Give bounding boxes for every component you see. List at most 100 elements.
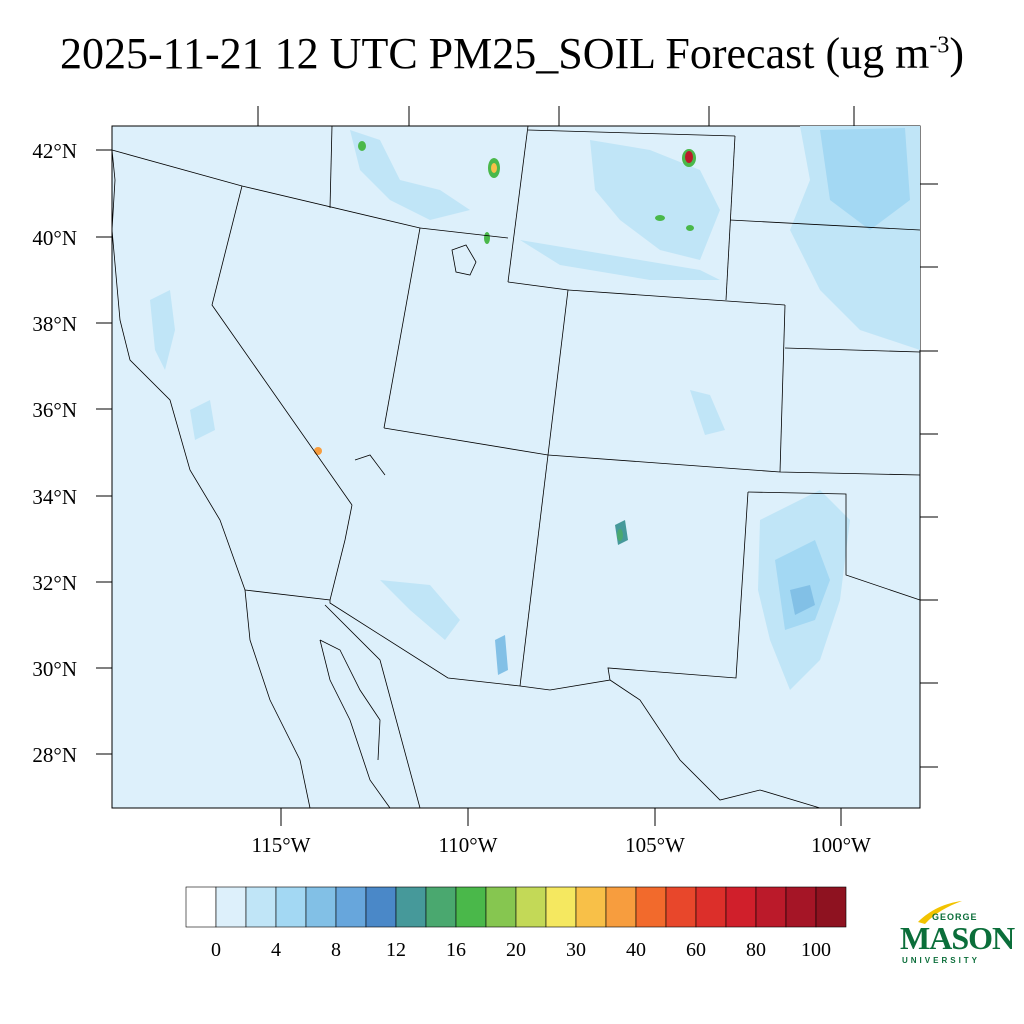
colorbar-swatch <box>245 886 277 928</box>
lon-ticks-bottom <box>280 808 842 826</box>
colorbar-swatch <box>725 886 757 928</box>
boundaries <box>111 125 921 809</box>
lon-label-100: 100°W <box>811 833 871 857</box>
hotspot-id-core <box>491 163 497 173</box>
lat-label-36: 36°N <box>32 398 77 422</box>
colorbar <box>185 886 847 928</box>
colorbar-swatch <box>605 886 637 928</box>
hotspot-wy-3 <box>686 225 694 231</box>
co-border-north <box>567 289 786 306</box>
lat-label-32: 32°N <box>32 571 77 595</box>
id-border <box>329 125 333 209</box>
map-panel <box>111 125 921 809</box>
great-salt-lake <box>451 244 477 276</box>
hotspot-nm <box>617 529 623 541</box>
colorbar-swatch <box>275 886 307 928</box>
lat-label-34: 34°N <box>32 485 77 509</box>
colorbar-swatch <box>425 886 457 928</box>
lat-label-30: 30°N <box>32 657 77 681</box>
lat-label-42: 42°N <box>32 139 77 163</box>
plains-patch-nw <box>820 128 910 230</box>
colorbar-swatch <box>485 886 517 928</box>
ca-patch <box>150 290 175 370</box>
nm-tx-border <box>549 491 749 691</box>
cb-label-4: 4 <box>271 939 281 961</box>
title-text: 2025-11-21 12 UTC PM25_SOIL Forecast (ug… <box>60 29 930 78</box>
az-patch-2 <box>495 635 508 675</box>
ca-nv-border <box>211 185 353 506</box>
colorbar-swatch <box>185 886 217 928</box>
lat-ticks-left <box>96 149 112 755</box>
lon-ticks-top <box>257 106 855 126</box>
mx-interior <box>324 604 421 809</box>
lon-label-105: 105°W <box>625 833 685 857</box>
map-title: 2025-11-21 12 UTC PM25_SOIL Forecast (ug… <box>0 28 1024 79</box>
baja-coast <box>319 639 391 809</box>
nv-id-border <box>241 185 421 229</box>
lon-labels: 115°W 110°W 105°W 100°W <box>252 833 872 857</box>
title-exponent: -3 <box>929 32 950 59</box>
us-mexico-border <box>244 589 551 691</box>
lat-ticks-right <box>920 183 938 768</box>
lon-label-115: 115°W <box>252 833 311 857</box>
gmu-swoosh-icon <box>918 901 962 924</box>
or-ca-border <box>111 149 243 187</box>
colorbar-swatch <box>215 886 247 928</box>
mexico-border-2 <box>609 679 821 809</box>
concentration-patches <box>150 126 920 690</box>
colorbar-swatch <box>665 886 697 928</box>
logo-university: UNIVERSITY <box>902 956 981 965</box>
lon-label-110: 110°W <box>439 833 498 857</box>
coast-ca <box>111 149 311 809</box>
colorbar-swatch <box>785 886 817 928</box>
colorado-river <box>354 454 386 476</box>
cb-label-16: 16 <box>446 939 466 961</box>
gulf-coast <box>319 639 381 761</box>
wy-border-north <box>527 129 736 137</box>
cb-label-20: 20 <box>506 939 526 961</box>
texas-patch-core <box>790 585 815 615</box>
four-corners-line <box>383 427 921 476</box>
colorbar-swatch <box>635 886 667 928</box>
hotspot-wy-2 <box>655 215 665 221</box>
colorbar-swatch <box>695 886 727 928</box>
nv-patch <box>190 400 215 440</box>
cb-label-40: 40 <box>626 939 646 961</box>
texas-patch-inner <box>775 540 830 630</box>
co-border-east <box>779 304 786 473</box>
hotspot-id-2 <box>358 141 366 151</box>
ks-border <box>784 347 921 353</box>
hotspot-nv <box>314 447 322 455</box>
colorbar-swatch <box>515 886 547 928</box>
title-close: ) <box>949 29 964 78</box>
ne-border <box>729 219 921 231</box>
az-nm-border <box>519 454 549 687</box>
hotspot-ut <box>484 232 490 244</box>
az-ca-border <box>329 504 353 601</box>
lat-label-38: 38°N <box>32 312 77 336</box>
id-wy-border <box>419 227 509 239</box>
cb-label-60: 60 <box>686 939 706 961</box>
az-patch <box>380 580 460 640</box>
cb-label-100: 100 <box>801 939 831 961</box>
cb-label-30: 30 <box>566 939 586 961</box>
cb-label-0: 0 <box>211 939 221 961</box>
cb-label-8: 8 <box>331 939 341 961</box>
logo-george: GEORGE <box>932 912 978 922</box>
colorbar-swatch <box>305 886 337 928</box>
ut-border <box>383 227 421 429</box>
lat-labels: 42°N 40°N 38°N 36°N 34°N 32°N 30°N 28°N <box>32 139 77 767</box>
colorbar-swatch <box>455 886 487 928</box>
ok-border <box>747 491 921 601</box>
colorbar-swatch <box>815 886 847 928</box>
lat-label-28: 28°N <box>32 743 77 767</box>
colorbar-swatch <box>575 886 607 928</box>
colorbar-labels: 0 4 8 12 16 20 30 40 60 80 100 <box>211 939 831 961</box>
wy-border-west <box>507 125 529 283</box>
cb-label-80: 80 <box>746 939 766 961</box>
cb-label-12: 12 <box>386 939 406 961</box>
hotspot-wy-core <box>685 151 693 163</box>
co-patch <box>690 390 725 435</box>
colorbar-swatch <box>545 886 577 928</box>
